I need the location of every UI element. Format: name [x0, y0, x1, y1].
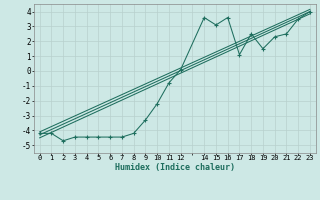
X-axis label: Humidex (Indice chaleur): Humidex (Indice chaleur)	[115, 163, 235, 172]
